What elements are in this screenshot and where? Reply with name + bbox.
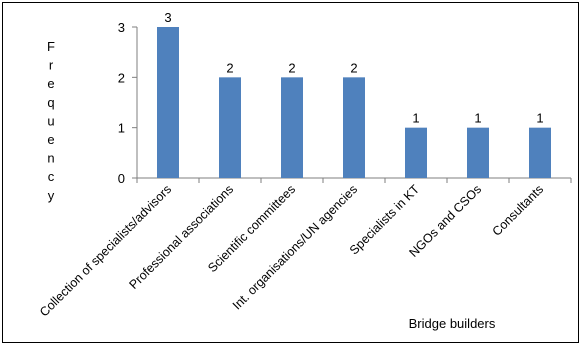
x-axis-title: Bridge builders <box>409 316 496 331</box>
y-ticks: 0 1 2 3 <box>118 20 137 186</box>
y-tick-label: 2 <box>118 70 125 85</box>
bar <box>467 127 489 178</box>
category-label: Int. organisations/UN agencies <box>230 182 360 312</box>
data-label: 3 <box>164 10 171 25</box>
bar <box>529 127 551 178</box>
data-label: 2 <box>226 60 233 75</box>
y-axis-title-letter: y <box>48 188 55 203</box>
bars <box>157 27 551 178</box>
bar <box>343 77 365 178</box>
y-tick-label: 1 <box>118 121 125 136</box>
data-label: 2 <box>288 60 295 75</box>
y-axis-title-letter: r <box>49 58 54 73</box>
bar <box>157 27 179 178</box>
data-label: 2 <box>350 60 357 75</box>
category-label: Professional associations <box>126 182 236 292</box>
data-label: 1 <box>536 111 543 126</box>
y-tick-label: 0 <box>118 171 125 186</box>
bar <box>219 77 241 178</box>
data-label: 1 <box>474 111 481 126</box>
y-axis-title-letter: F <box>47 39 55 54</box>
bar <box>405 127 427 178</box>
category-labels: Collection of specialists/advisorsProfes… <box>37 182 546 319</box>
y-axis-title-letter: n <box>47 151 54 166</box>
y-axis-title-letter: e <box>47 132 54 147</box>
y-tick-label: 3 <box>118 20 125 35</box>
bar <box>281 77 303 178</box>
x-ticks <box>136 178 572 183</box>
data-labels: 3 2 2 2 1 1 1 <box>164 10 543 126</box>
y-axis-title-letter: u <box>47 113 54 128</box>
category-label: Consultants <box>490 182 547 239</box>
y-axis-title-letter: c <box>48 169 55 184</box>
data-label: 1 <box>412 111 419 126</box>
y-axis-title-letter: e <box>47 76 54 91</box>
category-label: Collection of specialists/advisors <box>37 182 174 319</box>
y-axis-title-letter: q <box>47 95 54 110</box>
